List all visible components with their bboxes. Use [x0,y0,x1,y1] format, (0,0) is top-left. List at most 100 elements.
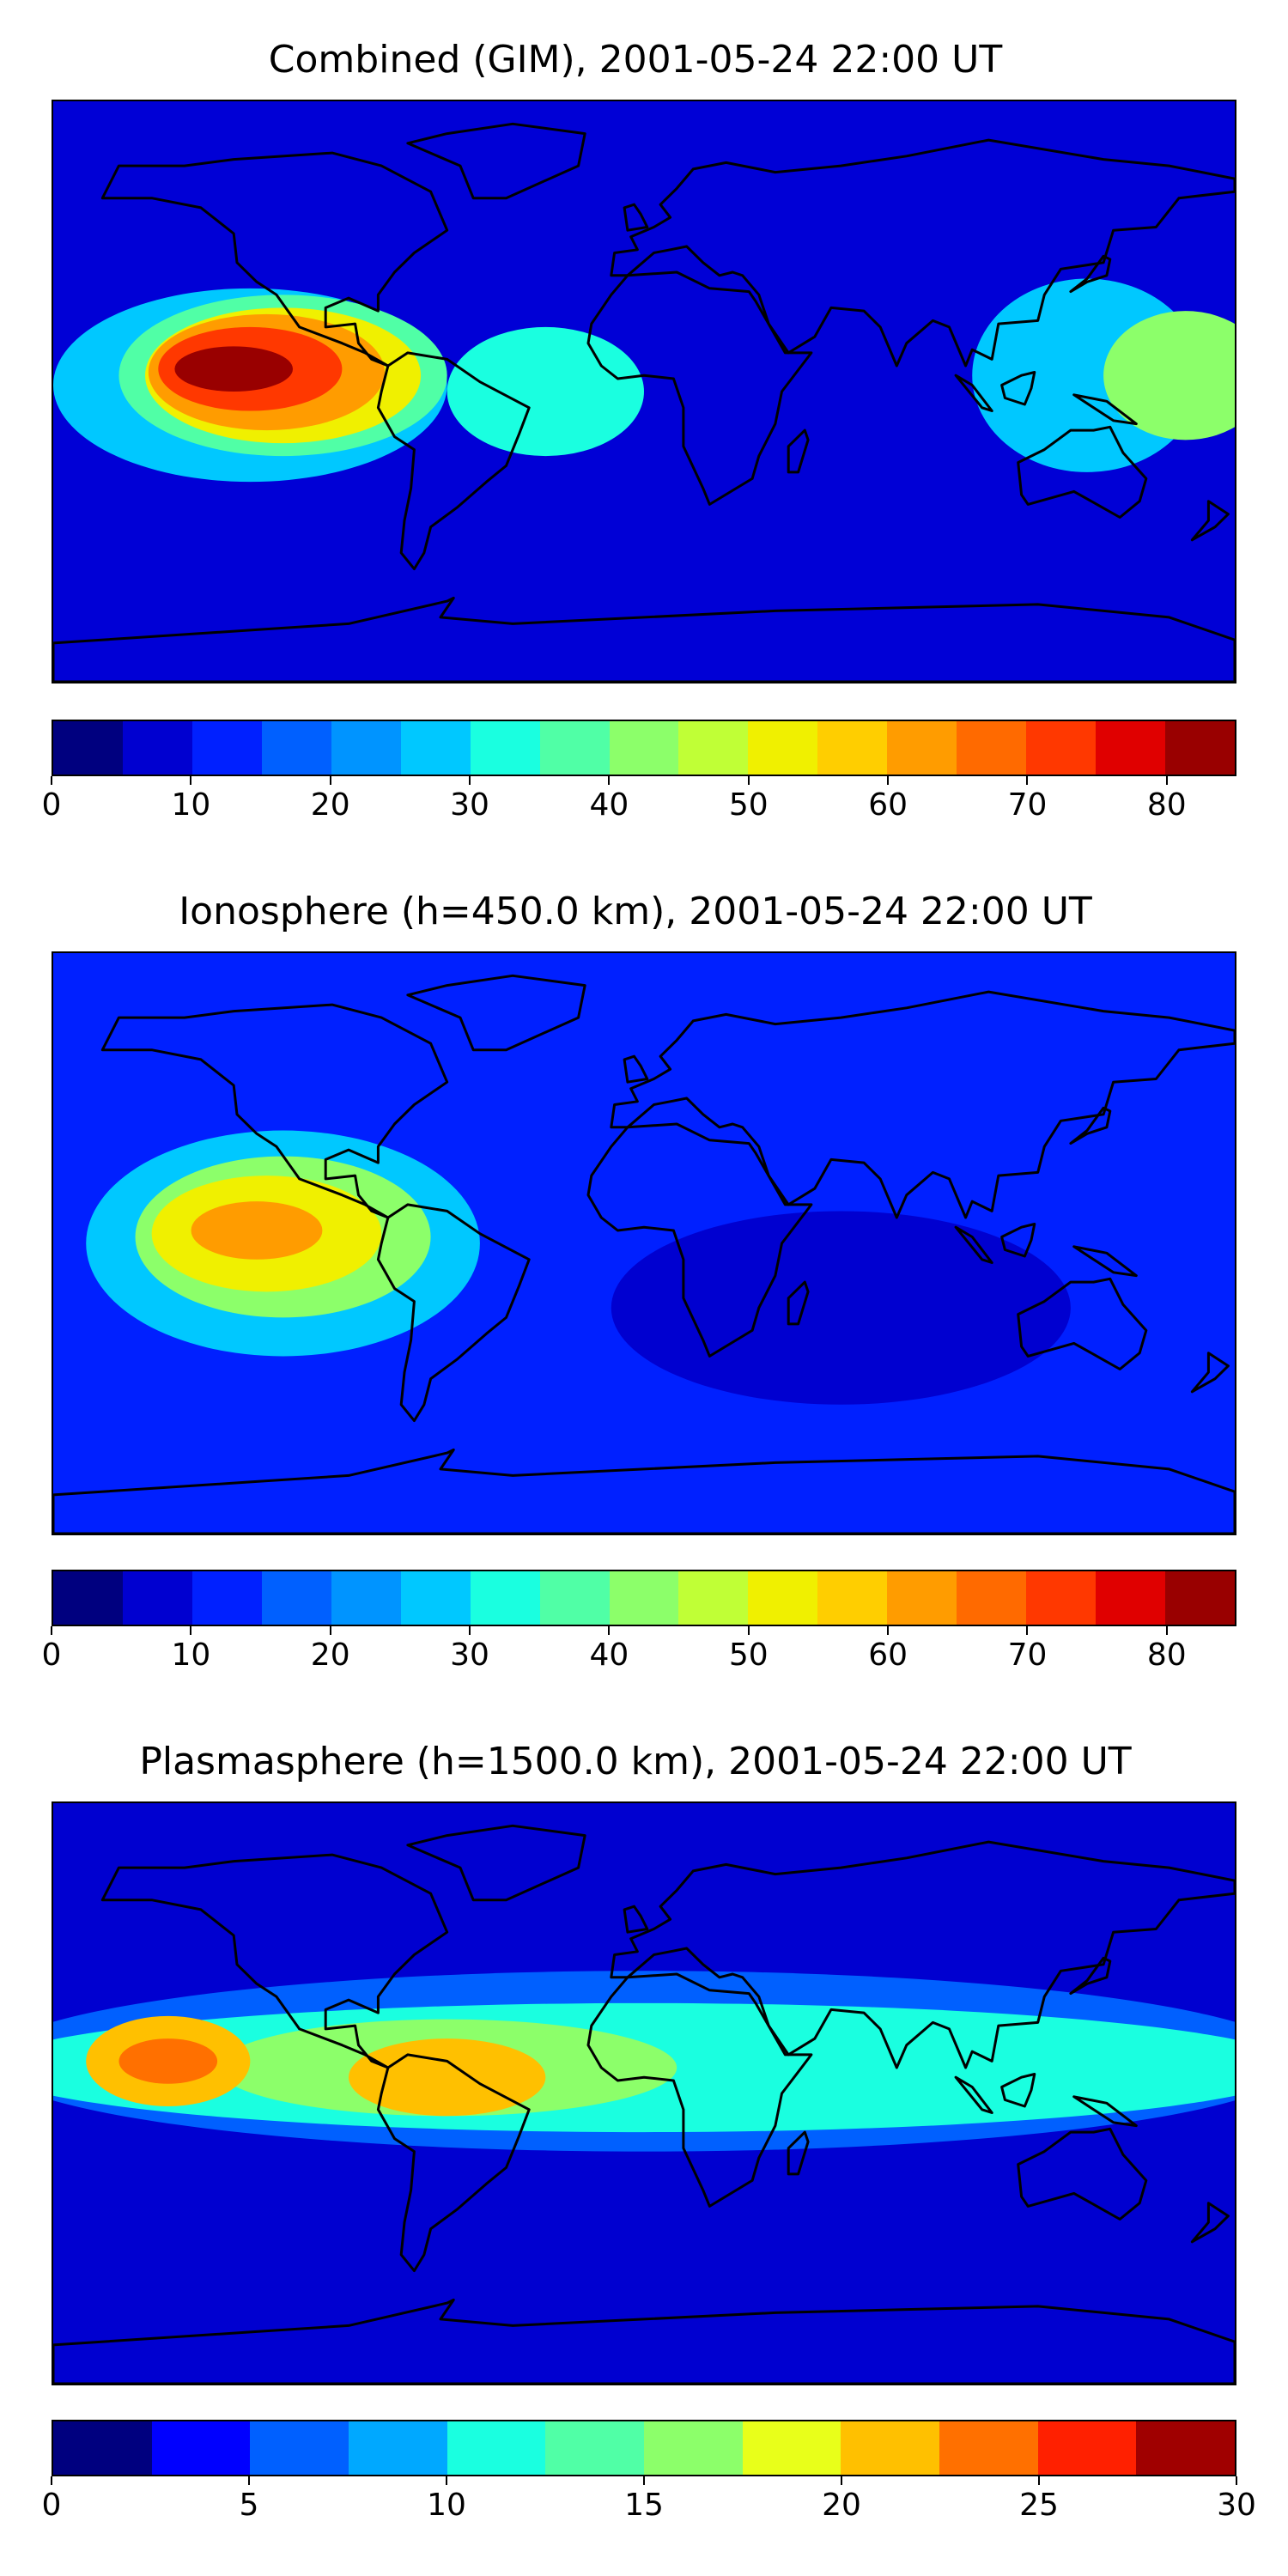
colorbar-swatch-8 [609,1571,679,1625]
colorbar-swatch-6 [470,721,540,775]
colorbar-tick-mark [887,776,890,785]
coastline-borneo [1000,1223,1036,1258]
panel-3-map [52,1801,1236,2385]
panel-2-colorbar-ticks: 0 10 20 30 40 50 60 70 80 [42,1626,1236,1673]
colorbar-swatch-4 [447,2421,546,2475]
field-contour-8 [174,346,294,392]
colorbar-swatch-9 [678,721,749,775]
colorbar-tick-mark [51,1626,52,1635]
coastline-north-america [100,151,449,368]
coastline-north-america [100,1003,449,1219]
colorbar-tick-label: 15 [624,2488,664,2523]
colorbar-tick-label: 30 [450,787,489,823]
panel-2-title: Ionosphere (h=450.0 km), 2001-05-24 22:0… [179,890,1092,933]
panel-3-map-svg [53,1803,1235,2384]
colorbar-swatch-14 [1026,1571,1097,1625]
colorbar-tick-mark [329,776,331,785]
panel-1-map-svg [53,101,1235,682]
coastline-madagascar [787,2130,810,2176]
colorbar-tick-label: 50 [728,1637,769,1673]
colorbar-swatch-4 [331,721,401,775]
panel-1-colorbar-ticks: 0 10 20 30 40 50 60 70 80 [42,776,1236,823]
colorbar-swatch-9 [678,1571,749,1625]
panel-3-title: Plasmasphere (h=1500.0 km), 2001-05-24 2… [139,1740,1132,1783]
colorbar-swatch-16 [1165,721,1235,775]
coastline-japan [1069,254,1112,294]
coastline-uk [623,203,649,232]
coastline-south-america [376,2053,531,2273]
panel-2-map [52,951,1236,1535]
colorbar-swatch-11 [817,721,888,775]
colorbar-tick-mark [1165,1626,1168,1635]
coastline-north-america [100,1853,449,2069]
colorbar-swatch-3 [349,2421,447,2475]
colorbar-swatch-0 [53,721,123,775]
coastline-antarctica [53,596,1235,682]
coastline-greenland [406,974,586,1052]
colorbar-tick-mark [1165,776,1168,785]
colorbar-tick-mark [887,1626,890,1635]
colorbar-swatch-12 [887,721,957,775]
colorbar-swatch-5 [400,721,471,775]
colorbar-tick-mark [643,2476,645,2485]
colorbar-tick-mark [190,1626,192,1635]
colorbar-tick-label: 25 [1019,2488,1059,2523]
colorbar-swatch-4 [331,1571,401,1625]
colorbar-swatch-13 [957,721,1027,775]
colorbar-swatch-7 [539,721,610,775]
coastline-new-zealand [1190,500,1230,542]
colorbar-tick-mark [190,776,192,785]
colorbar-swatch-15 [1096,1571,1165,1625]
colorbar-tick-mark [51,776,52,785]
colorbar-swatch-10 [1037,2421,1137,2475]
colorbar-tick-label: 70 [1007,1637,1048,1673]
coastline-uk [623,1905,649,1934]
colorbar-tick-label: 60 [868,1637,908,1673]
colorbar-swatch-3 [261,721,331,775]
field-contour-2 [447,326,644,457]
colorbar-swatch-0 [53,2421,152,2475]
coastline-greenland [406,1824,586,1902]
colorbar-tick-mark [747,776,750,785]
colorbar-swatch-8 [841,2421,940,2475]
colorbar-tick-label: 30 [450,1637,489,1673]
colorbar-swatch-2 [250,2421,349,2475]
colorbar-swatch-11 [1136,2421,1236,2475]
field-contour-5 [118,2038,218,2084]
colorbar-swatch-9 [939,2421,1038,2475]
colorbar-swatch-12 [887,1571,957,1625]
colorbar-tick-mark [1038,2476,1040,2485]
colorbar-swatch-13 [957,1571,1027,1625]
colorbar-tick-mark [608,776,611,785]
coastline-eurasia [610,990,1235,1219]
colorbar-tick-label: 10 [427,2488,466,2523]
colorbar-swatch-10 [748,1571,818,1625]
colorbar-tick-label: 40 [589,787,629,823]
panel-1-colorbar [52,720,1236,776]
colorbar-swatch-14 [1026,721,1097,775]
coastline-antarctica [53,1448,1235,1534]
coastline-madagascar [787,428,810,474]
coastline-new-guinea [1072,2095,1138,2128]
coastline-eurasia [610,138,1235,368]
colorbar-tick-mark [469,776,471,785]
coastline-greenland [406,122,586,200]
panel-2-map-svg [53,953,1235,1534]
panel-1-map [52,100,1236,683]
colorbar-tick-label: 0 [41,1637,62,1673]
colorbar-swatch-16 [1165,1571,1235,1625]
panel-2-colorbar [52,1570,1236,1626]
colorbar-swatch-3 [261,1571,331,1625]
colorbar-tick-label: 30 [1217,2488,1256,2523]
colorbar-tick-label: 80 [1146,787,1187,823]
coastline-new-guinea [1072,1245,1138,1278]
colorbar-tick-mark [1026,1626,1029,1635]
colorbar-swatch-10 [748,721,818,775]
coastline-new-guinea [1072,393,1138,426]
coastline-australia [1017,2127,1148,2221]
colorbar-tick-label: 40 [589,1637,629,1673]
colorbar-tick-mark [446,2476,447,2485]
coastline-australia [1017,1277,1148,1370]
coastline-africa [586,1972,813,2208]
colorbar-swatch-8 [609,721,679,775]
